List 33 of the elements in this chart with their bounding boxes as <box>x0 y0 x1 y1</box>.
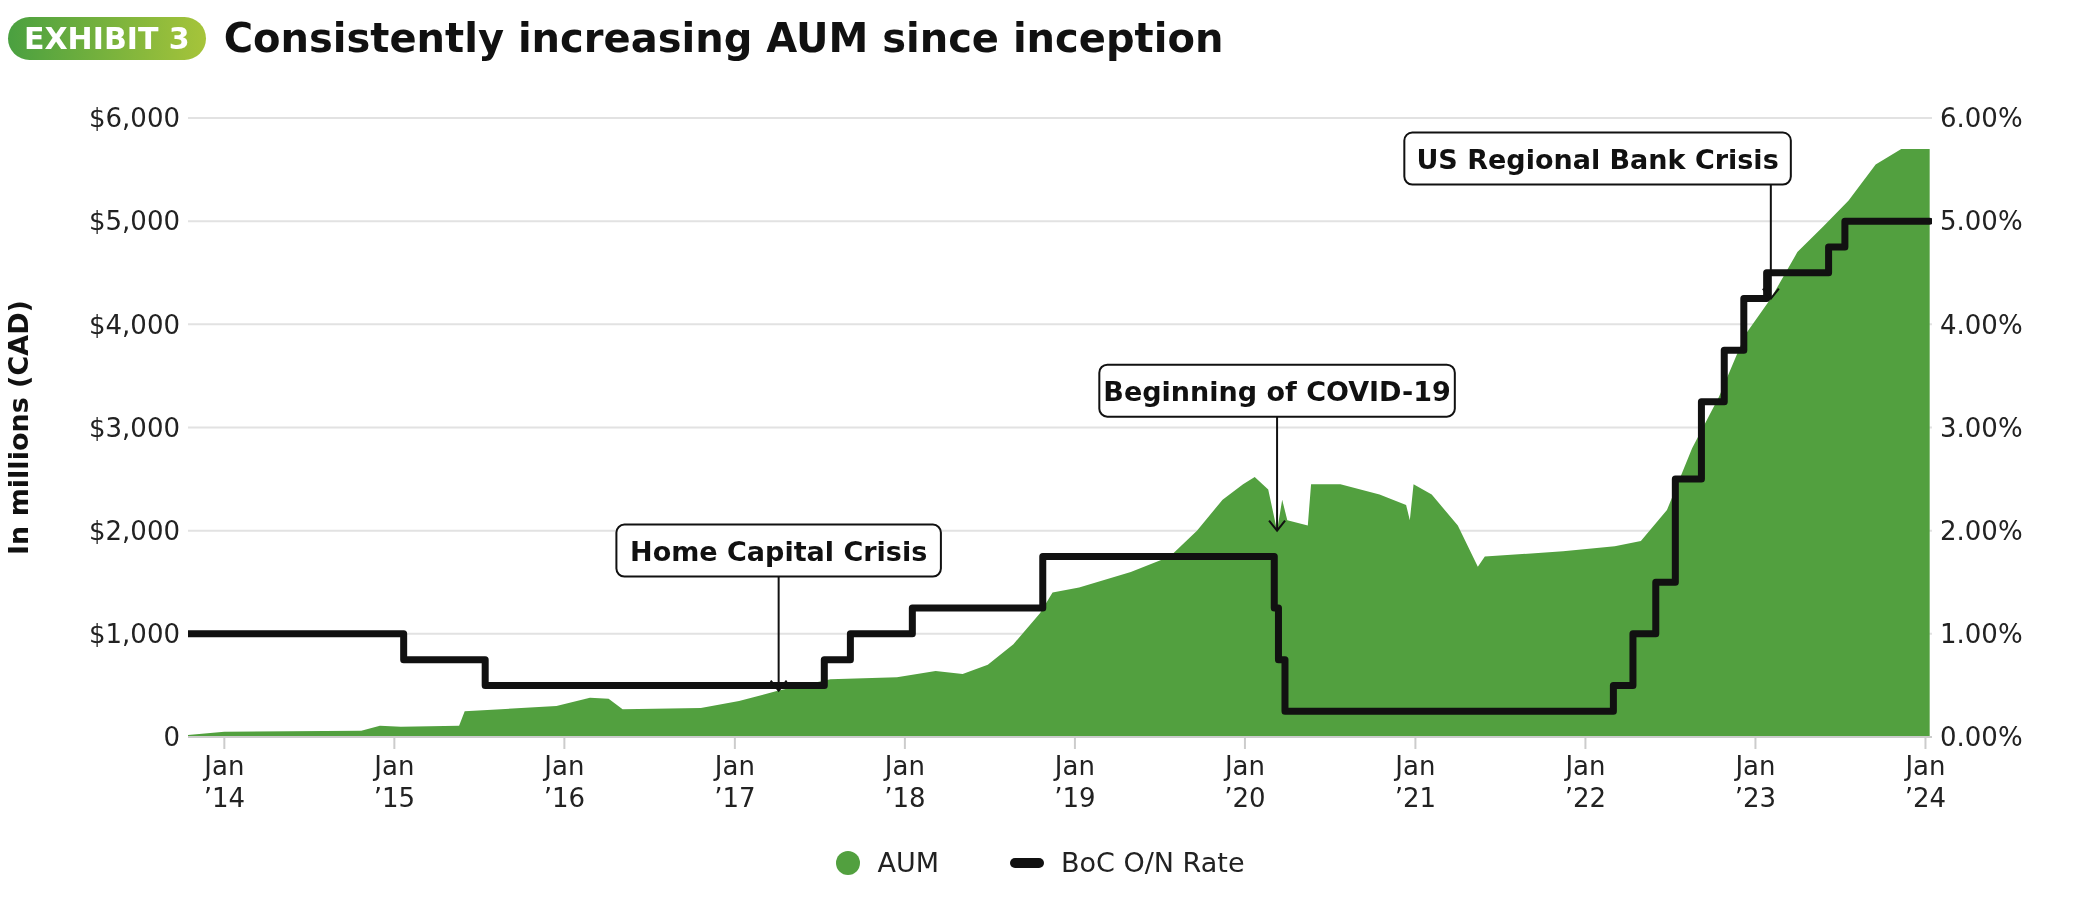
legend-label: BoC O/N Rate <box>1061 847 1245 878</box>
y2-tick-label: 4.00% <box>1940 309 2023 340</box>
y-axis-title: In millions (CAD) <box>2 300 34 555</box>
y-tick-label: $3,000 <box>89 412 180 443</box>
y2-tick-label: 0.00% <box>1940 722 2023 753</box>
x-tick-label: Jan ’16 <box>542 751 586 813</box>
x-tick-label: Jan ’19 <box>1052 751 1096 813</box>
y-tick-label: $5,000 <box>89 206 180 237</box>
y-tick-label: $1,000 <box>89 619 180 650</box>
y2-tick-label: 1.00% <box>1940 619 2023 650</box>
legend-label: AUM <box>877 847 939 878</box>
y2-tick-label: 6.00% <box>1940 103 2023 134</box>
x-tick-label: Jan ’22 <box>1563 751 1607 813</box>
annotation: US Regional Bank Crisis <box>1416 143 1779 175</box>
x-tick-label: Jan ’17 <box>712 751 756 813</box>
x-tick-label: Jan ’21 <box>1393 751 1437 813</box>
y2-tick-label: 5.00% <box>1940 206 2023 237</box>
y2-tick-label: 3.00% <box>1940 412 2023 443</box>
text: EXHIBIT 3 <box>8 16 206 60</box>
y-tick-label: $4,000 <box>89 309 180 340</box>
x-tick-label: Jan ’20 <box>1222 751 1266 813</box>
x-tick-label: Jan ’14 <box>202 751 246 813</box>
chart-title: Consistently increasing AUM since inception <box>223 15 1224 61</box>
x-tick-label: Jan ’15 <box>372 751 416 813</box>
x-tick-label: Jan ’18 <box>882 751 926 813</box>
y-tick-label: $2,000 <box>89 515 180 546</box>
x-tick-label: Jan ’24 <box>1903 751 1947 813</box>
annotation: Home Capital Crisis <box>630 535 928 567</box>
annotation: Beginning of COVID-19 <box>1103 375 1451 407</box>
y2-tick-label: 2.00% <box>1940 515 2023 546</box>
y-tick-label: $6,000 <box>89 103 180 134</box>
y-tick-label: 0 <box>163 722 180 753</box>
x-tick-label: Jan ’23 <box>1733 751 1777 813</box>
